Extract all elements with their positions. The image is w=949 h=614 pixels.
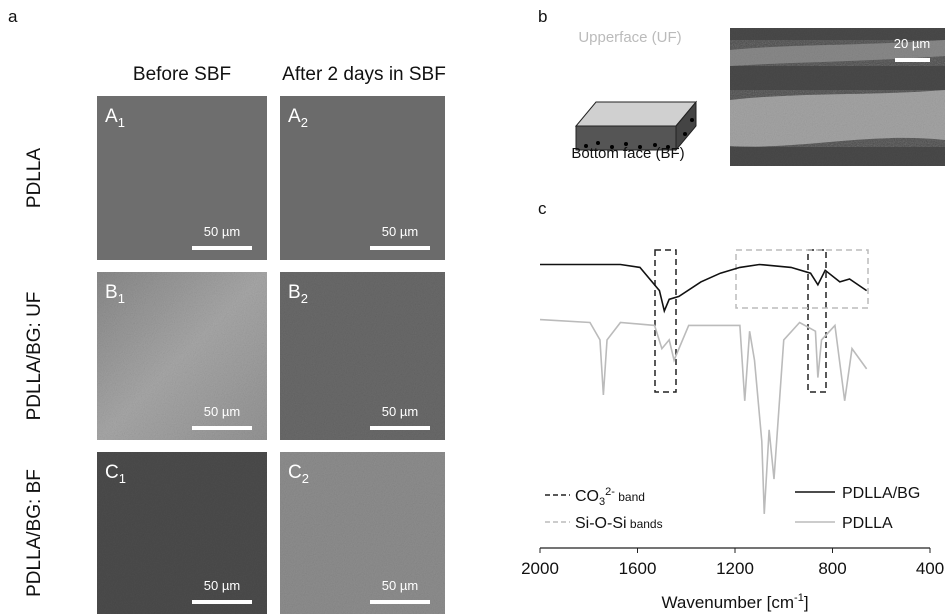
spectrum-line [539, 318, 868, 514]
panel-label: b [538, 7, 547, 26]
tile-label: A2 [288, 106, 308, 130]
micrograph [280, 96, 445, 260]
box-right [675, 100, 697, 152]
x-tick-label: 800 [818, 559, 846, 578]
tile-sub: 1 [119, 471, 126, 486]
tile-label: B1 [105, 282, 125, 306]
sem-edge [730, 40, 945, 66]
tile-letter: A [288, 106, 301, 127]
x-tick-label: 2000 [521, 559, 559, 578]
micrograph [280, 272, 445, 440]
text: ] [804, 593, 809, 612]
micrograph [97, 272, 267, 440]
text: Si-O-Si [575, 515, 627, 532]
text: 2- [605, 486, 615, 498]
row-label: PDLLA/BG: UF [24, 292, 45, 421]
box-top [574, 101, 698, 127]
text: -1 [794, 592, 804, 604]
text: bands [627, 517, 663, 531]
x-tick-label: 400 [916, 559, 944, 578]
scale-bar-label: 50 µm [204, 224, 240, 239]
scale-bar-label: 50 µm [382, 404, 418, 419]
tile-sub: 1 [118, 115, 125, 130]
sem-edge [730, 90, 945, 147]
legend-label: Si-O-Si bands [575, 515, 663, 532]
text: CO [575, 488, 599, 505]
x-axis-label: Wavenumber [cm-1] [661, 592, 808, 612]
tile-letter: C [288, 462, 302, 483]
spectrum-line [540, 263, 868, 314]
schematic-label: Bottom face (BF) [571, 145, 684, 162]
column-header: After 2 days in SBF [282, 64, 446, 85]
text: band [615, 490, 645, 504]
micrograph [280, 452, 445, 614]
row-label: PDLLA/BG: BF [24, 469, 45, 597]
schematic [574, 100, 698, 152]
micrograph [97, 452, 267, 614]
schematic-label: Upperface (UF) [578, 29, 681, 46]
tile-label: A1 [105, 106, 125, 130]
tile-sub: 2 [301, 115, 308, 130]
scale-bar-label: 50 µm [204, 578, 240, 593]
x-tick-label: 1200 [716, 559, 754, 578]
tile-label: B2 [288, 282, 308, 306]
particles [584, 118, 694, 149]
tile-letter: A [105, 106, 118, 127]
legend-label: PDLLA/BG [842, 485, 920, 502]
tile-sub: 2 [302, 471, 309, 486]
tile-letter: C [105, 462, 119, 483]
tile-sub: 1 [118, 291, 125, 306]
tile-letter: B [288, 282, 301, 303]
tile-label: C2 [288, 462, 309, 486]
panel-label: a [8, 7, 18, 26]
legend-label: PDLLA [842, 515, 893, 532]
tile-label: C1 [105, 462, 126, 486]
column-header: Before SBF [133, 64, 231, 85]
band-box [654, 249, 677, 393]
x-tick-label: 1600 [619, 559, 657, 578]
micrograph [97, 96, 267, 260]
text: 3 [599, 496, 605, 508]
spectrum-chart: 2000 1600 1200 800 400 Wavenumber [cm-1] PDLLA… [521, 263, 944, 612]
band-box [735, 249, 869, 309]
legend-label: CO32- band [575, 486, 645, 508]
text: Wavenumber [cm [661, 593, 794, 612]
panel-label: c [538, 199, 547, 218]
tile-letter: B [105, 282, 118, 303]
scale-bar-label: 20 µm [894, 36, 930, 51]
scale-bar-label: 50 µm [382, 224, 418, 239]
scale-bar-label: 50 µm [204, 404, 240, 419]
tile-sub: 2 [301, 291, 308, 306]
scale-bar-label: 50 µm [382, 578, 418, 593]
row-label: PDLLA [24, 148, 45, 209]
